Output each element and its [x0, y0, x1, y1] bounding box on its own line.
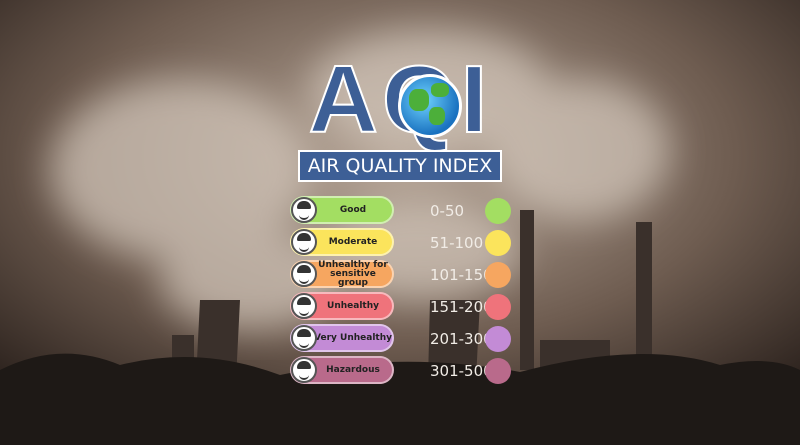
level-range: 0-50 — [430, 202, 465, 220]
level-range: 301-500 — [430, 362, 493, 380]
face-icon — [291, 357, 317, 383]
color-dot — [485, 230, 511, 256]
level-range: 201-300 — [430, 330, 493, 348]
level-list: Good 0-50 Moderate 51-100 Unhealthy for sens… — [290, 195, 530, 387]
logo: AQI AIR QUALITY INDEX — [296, 51, 504, 182]
color-dot — [485, 294, 511, 320]
color-dot — [485, 326, 511, 352]
face-icon — [291, 197, 317, 223]
color-dot — [485, 358, 511, 384]
level-row: Unhealthy for sensitive group 101-150 — [290, 259, 530, 291]
level-range: 51-100 — [430, 234, 484, 252]
level-row: Hazardous 301-500 — [290, 355, 530, 387]
face-icon — [291, 261, 317, 287]
level-row: Good 0-50 — [290, 195, 530, 227]
face-icon — [291, 293, 317, 319]
color-dot — [485, 262, 511, 288]
globe-icon — [398, 74, 462, 138]
level-row: Unhealthy 151-200 — [290, 291, 530, 323]
level-row: Moderate 51-100 — [290, 227, 530, 259]
level-range: 101-150 — [430, 266, 493, 284]
color-dot — [485, 198, 511, 224]
level-row: Very Unhealthy 201-300 — [290, 323, 530, 355]
logo-subtitle: AIR QUALITY INDEX — [297, 150, 503, 182]
face-icon — [291, 229, 317, 255]
face-icon — [291, 325, 317, 351]
level-range: 151-200 — [430, 298, 493, 316]
